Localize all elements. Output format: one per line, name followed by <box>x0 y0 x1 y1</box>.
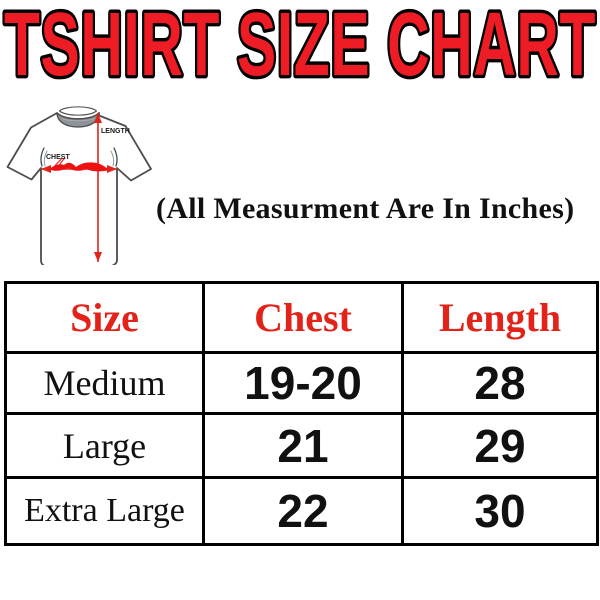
svg-text:TSHIRT SIZE CHART: TSHIRT SIZE CHART <box>4 0 596 87</box>
svg-text:CHEST: CHEST <box>46 154 70 161</box>
svg-text:LENGTH: LENGTH <box>101 128 130 135</box>
